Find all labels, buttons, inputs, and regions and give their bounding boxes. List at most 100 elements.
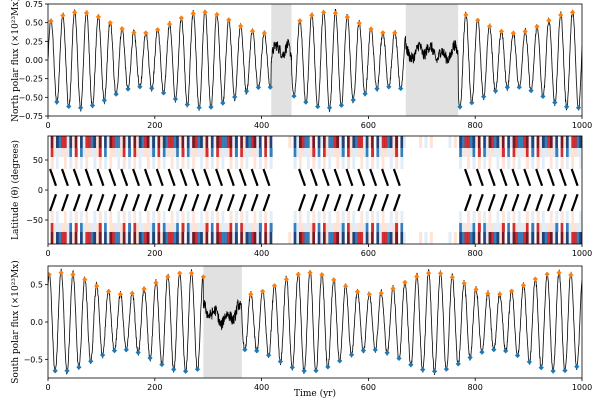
north-peak-marker — [143, 30, 149, 36]
south-trough-marker — [123, 347, 129, 353]
heatmap-cell — [544, 157, 548, 169]
heatmap-cell — [323, 148, 327, 157]
heatmap-cell — [328, 232, 332, 244]
heatmap-cell — [90, 136, 94, 148]
heatmap-cell — [74, 211, 78, 223]
heatmap-cell — [266, 136, 270, 148]
butterfly-wing — [499, 193, 508, 212]
heatmap-cell — [373, 136, 377, 148]
heatmap-cell — [403, 136, 407, 148]
north-trough-marker — [125, 86, 131, 92]
heatmap-cell — [178, 223, 182, 232]
south-trough-marker — [265, 352, 272, 358]
heatmap-cell — [234, 190, 238, 211]
heatmap-cell — [483, 169, 487, 190]
heatmap-cell — [392, 148, 396, 157]
south-peak-marker — [556, 270, 562, 276]
heatmap-cell — [573, 232, 577, 244]
heatmap-cell — [282, 232, 286, 244]
heatmap-cell — [493, 148, 497, 157]
heatmap-cell — [186, 190, 190, 211]
south-peak-marker — [390, 286, 396, 292]
heatmap-cell — [469, 136, 473, 148]
heatmap-cell — [405, 223, 409, 232]
heatmap-cell — [368, 136, 372, 148]
heatmap-cell — [536, 157, 540, 169]
south-peak-marker — [129, 290, 135, 296]
heatmap-cell — [437, 232, 441, 244]
heatmap-cell — [133, 157, 137, 169]
heatmap-cell — [525, 223, 529, 232]
heatmap-cell — [376, 223, 380, 232]
heatmap-cell — [355, 211, 359, 223]
butterfly-wing — [333, 193, 342, 212]
heatmap-cell — [341, 223, 345, 232]
heatmap-cell — [443, 232, 447, 244]
heatmap-cell — [152, 157, 156, 169]
heatmap-cell — [395, 148, 399, 157]
south-trough-marker — [562, 367, 568, 374]
heatmap-cell — [98, 223, 102, 232]
butterfly-wing — [369, 168, 378, 187]
heatmap-cell — [258, 169, 262, 190]
heatmap-cell — [384, 223, 388, 232]
butterfly-wing — [475, 193, 484, 212]
south-trough-marker — [289, 364, 295, 370]
heatmap-cell — [232, 232, 236, 244]
heatmap-cell — [555, 223, 559, 232]
heatmap-cell — [245, 169, 249, 190]
heatmap-cell — [56, 190, 60, 211]
butterfly-wing — [143, 193, 152, 212]
heatmap-cell — [328, 169, 332, 190]
heatmap-cell — [419, 223, 423, 232]
heatmap-cell — [429, 136, 433, 148]
heatmap-cell — [488, 190, 492, 211]
heatmap-cell — [56, 136, 60, 148]
south-peak-marker — [283, 276, 289, 282]
heatmap-cell — [509, 232, 513, 244]
heatmap-cell — [555, 169, 559, 190]
butterfly-wing — [298, 168, 307, 187]
heatmap-cell — [98, 136, 102, 148]
heatmap-cell — [85, 190, 89, 211]
heatmap-cell — [74, 190, 78, 211]
heatmap-cell — [90, 232, 94, 244]
heatmap-cell — [245, 136, 249, 148]
heatmap-cell — [50, 157, 54, 169]
heatmap-cell — [173, 223, 177, 232]
heatmap-cell — [355, 136, 359, 148]
heatmap-cell — [360, 157, 364, 169]
south-trough-marker — [538, 365, 544, 371]
heatmap-cell — [61, 148, 65, 157]
heatmap-cell — [248, 148, 252, 157]
heatmap-cell — [58, 211, 62, 223]
butterfly-x-tick-label: 600 — [361, 249, 376, 258]
heatmap-cell — [491, 157, 495, 169]
heatmap-cell — [146, 223, 150, 232]
heatmap-cell — [189, 157, 193, 169]
heatmap-cell — [109, 190, 113, 211]
heatmap-cell — [173, 136, 177, 148]
south-trough-marker — [514, 352, 521, 359]
heatmap-cell — [563, 136, 567, 148]
heatmap-cell — [61, 136, 65, 148]
heatmap-cell — [112, 223, 116, 232]
heatmap-cell — [365, 190, 369, 211]
heatmap-cell — [189, 136, 193, 148]
heatmap-cell — [435, 148, 439, 157]
south-peak-marker — [94, 283, 100, 289]
heatmap-cell — [144, 232, 148, 244]
heatmap-cell — [552, 136, 556, 148]
heatmap-cell — [216, 148, 220, 157]
heatmap-cell — [424, 232, 428, 244]
heatmap-cell — [253, 232, 257, 244]
heatmap-cell — [381, 232, 385, 244]
heatmap-cell — [53, 232, 57, 244]
heatmap-cell — [491, 136, 495, 148]
heatmap-cell — [306, 232, 310, 244]
heatmap-cell — [88, 232, 92, 244]
butterfly-wing — [570, 168, 579, 187]
heatmap-cell — [226, 157, 230, 169]
butterfly-wing — [167, 193, 176, 212]
butterfly-x-tick-label: 800 — [468, 249, 483, 258]
